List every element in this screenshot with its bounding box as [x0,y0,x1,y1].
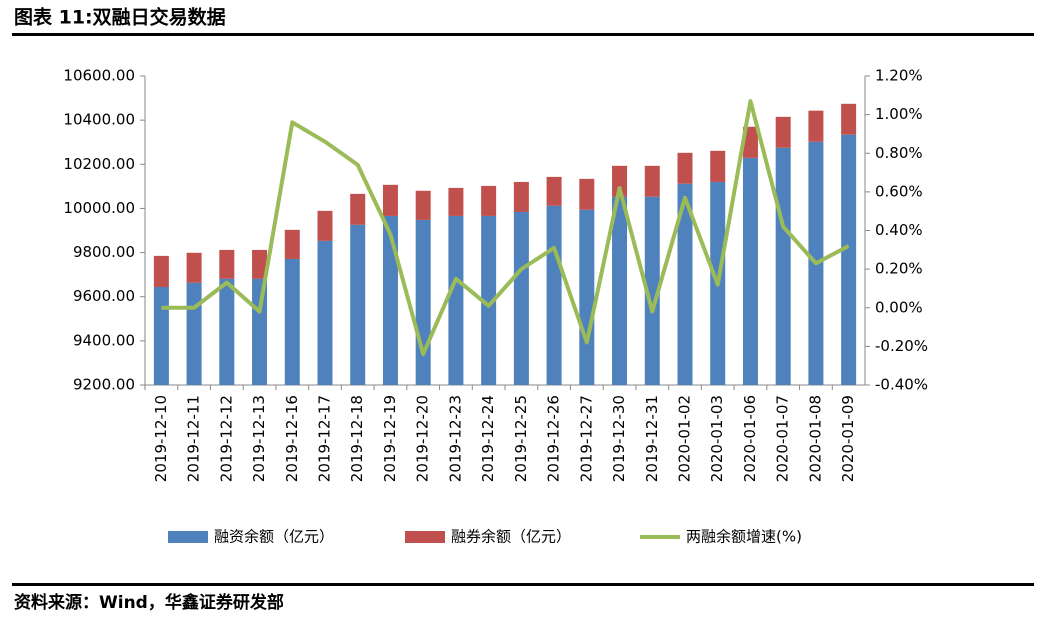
y-tick-label: 10000.00 [63,199,135,217]
y2-tick-label: 1.20% [875,67,923,85]
y-tick-label: 9800.00 [73,243,135,261]
y2-tick-label: -0.20% [875,337,928,355]
bar [284,258,300,385]
x-tick-label: 2019-12-18 [348,395,366,482]
bar [382,215,398,385]
bar [252,278,268,385]
bar [775,147,791,385]
x-tick-label: 2019-12-19 [381,395,399,482]
y2-tick-label: 0.80% [875,144,923,162]
y2-tick-label: 0.40% [875,221,923,239]
bar [219,249,235,279]
y2-tick-label: 0.60% [875,182,923,200]
bar [546,176,562,206]
x-tick-label: 2020-01-02 [676,395,694,482]
x-tick-label: 2019-12-12 [217,395,235,482]
x-tick-label: 2020-01-08 [806,395,824,482]
x-tick-label: 2019-12-17 [316,395,334,482]
bar [841,134,857,385]
bar [448,187,464,216]
bar [710,150,726,182]
bar [317,240,333,385]
bar [284,229,300,259]
bar [579,209,595,385]
legend-label: 融券余额（亿元） [451,528,571,546]
bar [742,157,758,385]
bar [153,287,169,385]
title-rule [12,33,1034,36]
source: 资料来源：Wind，华鑫证券研发部 [14,592,284,613]
legend-label: 两融余额增速(%) [686,528,802,546]
bar [481,215,497,385]
y-tick-label: 10600.00 [63,67,135,85]
bar [186,282,202,385]
bar [481,185,497,216]
y2-tick-label: 0.20% [875,260,923,278]
bar [219,278,235,385]
bar [677,152,693,184]
bar [513,211,529,385]
x-tick-label: 2020-01-07 [774,395,792,482]
x-tick-label: 2019-12-30 [610,395,628,482]
legend-swatch [168,531,208,543]
x-tick-label: 2019-12-31 [643,395,661,482]
y-tick-label: 10400.00 [63,111,135,129]
bar [775,116,791,148]
y2-tick-label: 1.00% [875,105,923,123]
y-tick-label: 9400.00 [73,331,135,349]
bar [612,165,628,197]
source-rule [12,583,1034,586]
bar [546,205,562,385]
x-tick-label: 2019-12-23 [446,395,464,482]
bar [415,190,431,220]
bar [644,165,660,197]
bar [186,252,202,283]
bar [317,210,333,241]
y-tick-label: 10200.00 [63,155,135,173]
bar [415,219,431,385]
bar [252,249,268,279]
x-tick-label: 2020-01-03 [708,395,726,482]
x-tick-label: 2019-12-11 [185,395,203,482]
x-tick-label: 2019-12-20 [414,395,432,482]
x-tick-label: 2019-12-16 [283,395,301,482]
bar [513,181,529,212]
bar [153,255,169,288]
line [161,99,850,357]
x-tick-label: 2019-12-24 [479,395,497,482]
y2-tick-label: 0.00% [875,298,923,316]
y2-tick-label: -0.40% [875,376,928,394]
x-tick-label: 2019-12-25 [512,395,530,482]
x-tick-label: 2019-12-27 [577,395,595,482]
bar [677,183,693,385]
chart-title: 图表 11:双融日交易数据 [14,6,226,29]
y-tick-label: 9600.00 [73,287,135,305]
y-tick-label: 9200.00 [73,376,135,394]
bar [644,196,660,385]
bar [579,178,595,210]
bar [841,103,857,135]
bar [448,215,464,385]
bar [350,224,366,385]
x-tick-label: 2019-12-26 [545,395,563,482]
x-tick-label: 2019-12-10 [152,395,170,482]
bar [350,193,366,225]
x-tick-label: 2019-12-13 [250,395,268,482]
legend-swatch [405,531,445,543]
x-tick-label: 2020-01-06 [741,395,759,482]
bar [612,196,628,385]
legend-label: 融资余额（亿元） [214,528,334,546]
x-tick-label: 2020-01-09 [839,395,857,482]
bar [808,110,824,142]
bar [382,184,398,216]
bar [742,126,758,158]
